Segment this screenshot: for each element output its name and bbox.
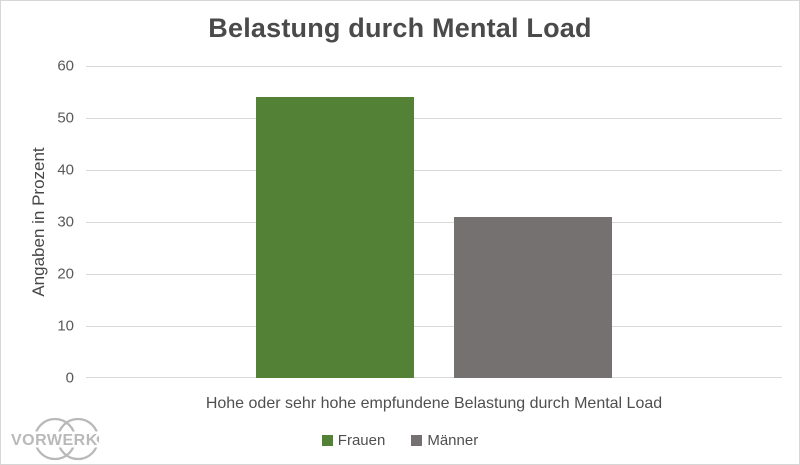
y-axis-tick-labels: 0 10 20 30 40 50 60 [1,58,74,387]
logo-text: VORWERK [11,432,98,449]
y-tick-label: 10 [57,317,74,335]
y-tick-label: 30 [57,213,74,231]
gridline [86,274,782,275]
y-tick-label: 50 [57,109,74,127]
y-tick-label: 60 [57,57,74,75]
gridline [86,170,782,171]
gridline [86,377,782,378]
gridline [86,118,782,119]
bar-männer [454,216,612,378]
y-tick-label: 0 [65,369,74,387]
legend-swatch-icon [411,435,423,446]
legend-item-frauen: Frauen [321,432,386,449]
gridline [86,222,782,223]
legend: Frauen Männer [1,432,799,449]
legend-item-männer: Männer [411,432,478,449]
x-category-label: Hohe oder sehr hohe empfundene Belastung… [205,395,663,412]
logo-ring-right-icon [56,417,100,461]
chart-title: Belastung durch Mental Load [208,13,592,43]
bar-frauen [256,97,414,378]
legend-label: Männer [427,432,479,449]
legend-label: Frauen [337,432,386,449]
legend-swatch-icon [321,435,333,446]
plot-area [86,66,782,378]
gridline [86,66,782,67]
vorwerk-logo: VORWERK VORWERK [9,417,100,461]
y-tick-label: 40 [57,161,74,179]
y-tick-label: 20 [57,265,74,283]
gridline [86,326,782,327]
logo-text-halo: VORWERK [11,432,98,449]
logo-ring-left-icon [33,417,77,461]
